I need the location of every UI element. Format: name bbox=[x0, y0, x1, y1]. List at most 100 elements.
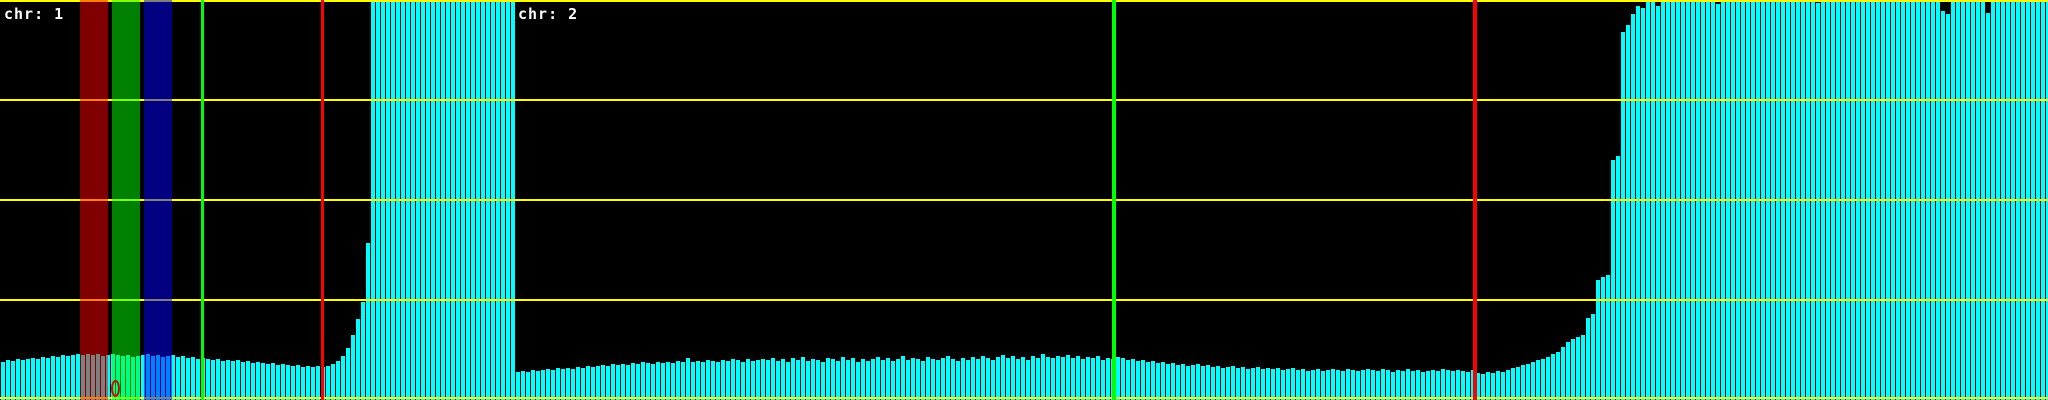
coverage-bar bbox=[896, 359, 900, 400]
coverage-bar bbox=[1331, 369, 1335, 400]
coverage-bar bbox=[1721, 2, 1725, 400]
coverage-bar bbox=[1831, 2, 1835, 400]
coverage-bar bbox=[1791, 2, 1795, 400]
coverage-bar bbox=[1981, 2, 1985, 400]
coverage-bar bbox=[1451, 371, 1455, 400]
coverage-bar bbox=[181, 356, 185, 400]
coverage-bar bbox=[986, 358, 990, 400]
coverage-bar bbox=[831, 359, 835, 400]
coverage-bar bbox=[1466, 372, 1470, 400]
coverage-bar bbox=[1841, 2, 1845, 400]
coverage-bar bbox=[1611, 160, 1615, 400]
coverage-bar bbox=[1186, 366, 1190, 400]
coverage-bar bbox=[1271, 369, 1275, 400]
panel-chr-1[interactable]: chr: 1 bbox=[0, 0, 514, 400]
coverage-bar bbox=[661, 363, 665, 400]
coverage-bar bbox=[1666, 2, 1670, 400]
coverage-bar bbox=[1441, 369, 1445, 400]
coverage-bar bbox=[1936, 2, 1940, 400]
coverage-bar bbox=[1236, 368, 1240, 400]
coverage-bar bbox=[626, 365, 630, 400]
coverage-bar bbox=[1621, 32, 1625, 400]
coverage-bar bbox=[571, 369, 575, 400]
coverage-bar bbox=[356, 319, 360, 400]
coverage-bar bbox=[2036, 2, 2040, 400]
coverage-bar bbox=[371, 2, 375, 400]
coverage-bar bbox=[351, 335, 355, 400]
coverage-bar bbox=[1956, 2, 1960, 400]
coverage-bar bbox=[376, 2, 380, 400]
coverage-bar bbox=[1616, 156, 1620, 400]
coverage-bar bbox=[306, 366, 310, 400]
coverage-bar bbox=[526, 372, 530, 400]
coverage-bar bbox=[1021, 357, 1025, 400]
coverage-bar bbox=[446, 2, 450, 400]
coverage-bar bbox=[906, 360, 910, 400]
coverage-bar bbox=[11, 361, 15, 400]
coverage-bar bbox=[16, 359, 20, 400]
coverage-bar bbox=[1986, 13, 1990, 400]
coverage-bar bbox=[581, 368, 585, 400]
coverage-bar bbox=[1101, 360, 1105, 400]
coverage-bar bbox=[811, 359, 815, 400]
coverage-bar bbox=[936, 360, 940, 400]
coverage-bar bbox=[681, 362, 685, 400]
coverage-bar bbox=[1761, 2, 1765, 400]
coverage-bar bbox=[1681, 2, 1685, 400]
coverage-bar bbox=[726, 361, 730, 400]
coverage-bar bbox=[211, 360, 215, 400]
coverage-bar bbox=[1036, 358, 1040, 400]
coverage-bar bbox=[1, 362, 5, 400]
coverage-bar bbox=[576, 367, 580, 400]
coverage-bar bbox=[1901, 2, 1905, 400]
coverage-bar bbox=[206, 359, 210, 400]
coverage-bar bbox=[1071, 358, 1075, 400]
coverage-bar bbox=[1416, 370, 1420, 400]
coverage-bar bbox=[466, 2, 470, 400]
coverage-bar bbox=[621, 364, 625, 400]
coverage-bar bbox=[1356, 371, 1360, 400]
coverage-bar bbox=[36, 359, 40, 400]
coverage-bar bbox=[1196, 364, 1200, 400]
coverage-bar bbox=[1411, 371, 1415, 400]
coverage-bar bbox=[1026, 360, 1030, 400]
coverage-bar bbox=[1521, 365, 1525, 400]
coverage-bar bbox=[1041, 354, 1045, 400]
horizontal-gridline bbox=[0, 199, 2048, 201]
coverage-bar bbox=[26, 359, 30, 400]
coverage-bar bbox=[326, 366, 330, 400]
coverage-bar bbox=[711, 361, 715, 400]
coverage-bar bbox=[456, 2, 460, 400]
coverage-bar bbox=[706, 360, 710, 400]
panel-chr-2[interactable]: chr: 2 bbox=[514, 0, 2048, 400]
coverage-bar bbox=[1551, 354, 1555, 400]
coverage-bar bbox=[1086, 357, 1090, 400]
coverage-bar bbox=[631, 363, 635, 400]
coverage-bar bbox=[926, 357, 930, 400]
coverage-bar bbox=[1926, 2, 1930, 400]
coverage-bar bbox=[2006, 2, 2010, 400]
coverage-bar bbox=[1016, 359, 1020, 400]
coverage-bar bbox=[1626, 25, 1630, 400]
coverage-bar bbox=[2026, 2, 2030, 400]
coverage-bar bbox=[751, 361, 755, 400]
coverage-bar bbox=[1346, 369, 1350, 400]
coverage-bar bbox=[1031, 356, 1035, 400]
coverage-bar bbox=[46, 358, 50, 400]
coverage-bar bbox=[316, 366, 320, 400]
coverage-bar bbox=[1176, 365, 1180, 400]
coverage-bar bbox=[1566, 342, 1570, 400]
coverage-bar bbox=[1051, 358, 1055, 400]
coverage-bar bbox=[1531, 362, 1535, 400]
coverage-bar bbox=[1391, 372, 1395, 400]
blue-region-band bbox=[144, 0, 172, 400]
coverage-bar bbox=[816, 360, 820, 400]
coverage-bar bbox=[1261, 369, 1265, 400]
green-position-line bbox=[1112, 0, 1116, 400]
coverage-bar bbox=[1591, 314, 1595, 400]
